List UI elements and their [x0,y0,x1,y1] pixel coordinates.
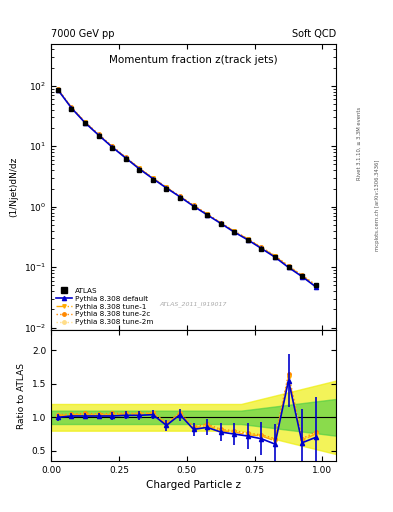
Y-axis label: Ratio to ATLAS: Ratio to ATLAS [17,362,26,429]
Text: mcplots.cern.ch [arXiv:1306.3436]: mcplots.cern.ch [arXiv:1306.3436] [375,159,380,250]
Text: ATLAS_2011_I919017: ATLAS_2011_I919017 [160,302,227,307]
Legend: ATLAS, Pythia 8.308 default, Pythia 8.308 tune-1, Pythia 8.308 tune-2c, Pythia 8: ATLAS, Pythia 8.308 default, Pythia 8.30… [55,286,155,327]
X-axis label: Charged Particle z: Charged Particle z [146,480,241,490]
Text: 7000 GeV pp: 7000 GeV pp [51,29,115,39]
Y-axis label: (1/Njet)dN/dz: (1/Njet)dN/dz [9,157,18,217]
Text: Rivet 3.1.10, ≥ 3.3M events: Rivet 3.1.10, ≥ 3.3M events [357,106,362,180]
Text: Soft QCD: Soft QCD [292,29,336,39]
Text: Momentum fraction z(track jets): Momentum fraction z(track jets) [109,55,278,65]
